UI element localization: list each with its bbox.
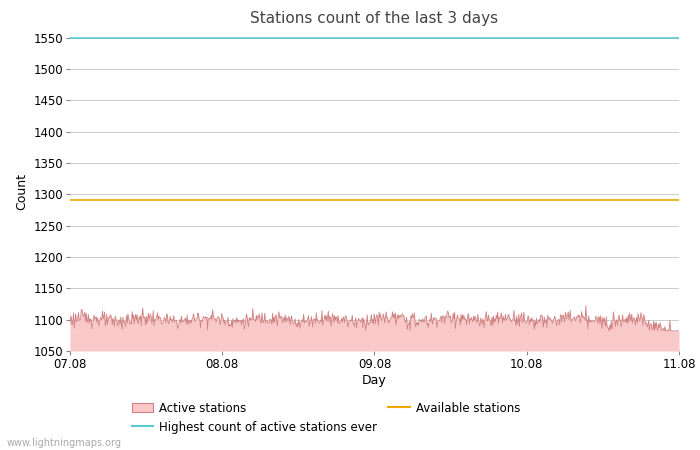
- Text: www.lightningmaps.org: www.lightningmaps.org: [7, 438, 122, 448]
- Y-axis label: Count: Count: [15, 173, 28, 210]
- Legend: Active stations, Highest count of active stations ever, Available stations: Active stations, Highest count of active…: [132, 402, 520, 433]
- Title: Stations count of the last 3 days: Stations count of the last 3 days: [251, 11, 498, 26]
- X-axis label: Day: Day: [362, 374, 387, 387]
